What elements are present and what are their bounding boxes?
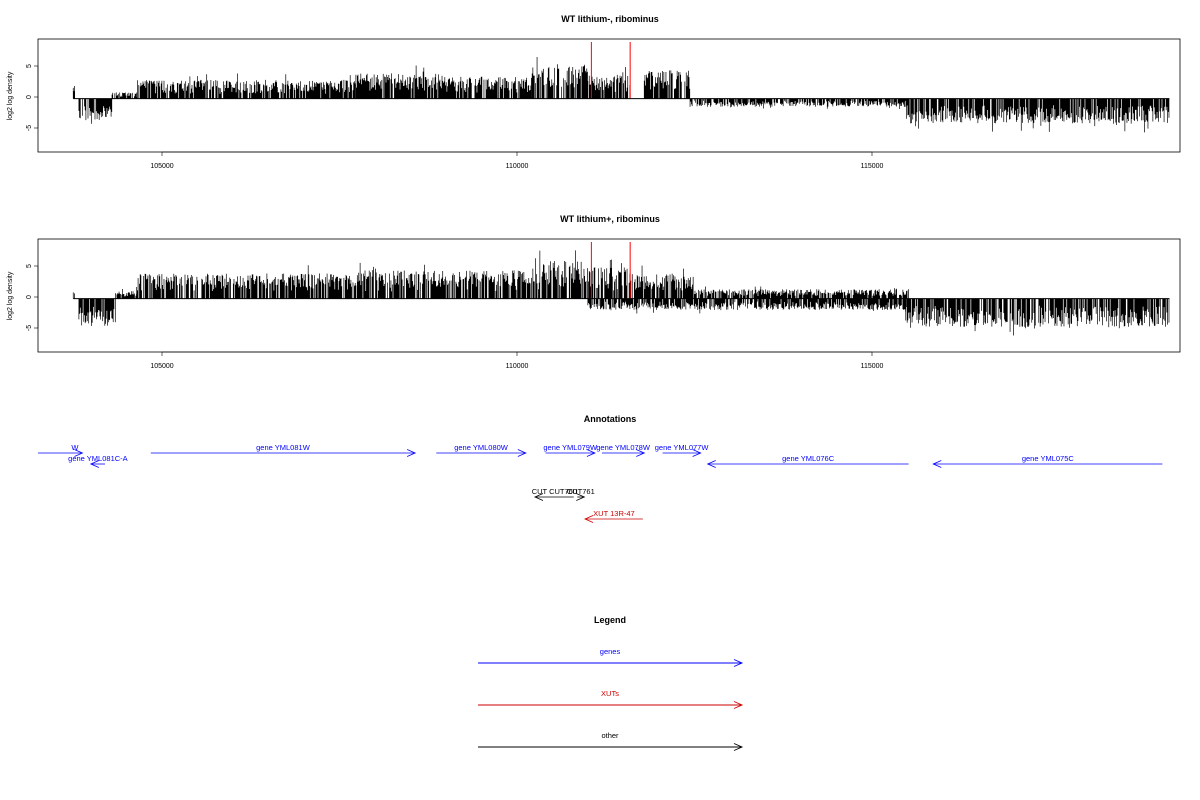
signal-bar-group — [72, 292, 75, 299]
annotation-feature: gene YML081C-A — [68, 454, 128, 468]
annotations-title: Annotations — [584, 414, 637, 424]
annotation-feature: CUT761 — [567, 487, 595, 501]
x-tick-label: 110000 — [506, 163, 529, 170]
signal-bar-group — [111, 92, 137, 99]
annotation-label: gene YML078W — [596, 443, 651, 452]
x-tick-label: 105000 — [150, 363, 173, 370]
annotation-feature: CUT CUT760 — [532, 487, 577, 501]
annotation-label: W — [71, 443, 79, 452]
x-axis: 105000 110000 115000 — [150, 151, 884, 170]
annotation-label: gene YML081C-A — [68, 454, 127, 463]
legend-label: XUTs — [601, 689, 619, 698]
annotation-feature: gene YML081W — [150, 443, 417, 457]
x-tick-label: 115000 — [861, 363, 884, 370]
annotation-feature: gene YML078W — [596, 443, 651, 457]
annotation-feature: gene YML076C — [706, 454, 909, 468]
y-axis: 5 0 -5 log2 log density — [7, 64, 39, 131]
annotation-label: gene YML076C — [782, 454, 835, 463]
signal-bar-group — [72, 86, 75, 99]
legend-item-xut: XUTs — [478, 689, 744, 709]
signal-bar-group — [78, 98, 113, 124]
legend-label: other — [601, 731, 619, 740]
y-axis-label: log2 log density — [7, 71, 14, 120]
y-tick-label: 5 — [26, 264, 33, 268]
signal-bar-group — [587, 66, 631, 99]
panel-title: WT lithium-, ribominus — [561, 14, 659, 24]
signal-bar-group — [446, 270, 531, 299]
y-tick-label: 0 — [26, 95, 33, 99]
x-tick-label: 110000 — [506, 363, 529, 370]
legend-item-other: other — [478, 731, 744, 751]
y-tick-label: 5 — [26, 64, 33, 68]
signal-bar-group — [587, 298, 907, 314]
signal-bar-group — [904, 98, 1170, 133]
signal-bar-group — [115, 289, 137, 299]
annotation-feature: XUT 13R-47 — [584, 509, 643, 523]
signal-bar-group — [446, 76, 532, 99]
legend-item-gene: genes — [478, 647, 744, 667]
legend: Legend genes XUTs other — [478, 615, 744, 751]
marker-lines — [590, 42, 631, 99]
signal-bar-group — [588, 259, 631, 299]
y-tick-label: -5 — [26, 325, 33, 331]
signal-bar-group — [643, 70, 691, 99]
annotation-feature: gene YML075C — [932, 454, 1163, 468]
marker-lines — [590, 242, 631, 299]
annotation-label: gene YML079W — [543, 443, 598, 452]
signal-bar-group — [904, 298, 1170, 336]
y-tick-label: -5 — [26, 125, 33, 131]
legend-items: genes XUTs other — [478, 647, 744, 751]
y-axis-label: log2 log density — [7, 271, 14, 320]
signal-bars — [72, 250, 1170, 336]
annotation-label: gene YML077W — [655, 443, 710, 452]
annotation-feature: W — [38, 443, 84, 457]
x-axis: 105000 110000 115000 — [150, 351, 884, 370]
signal-bar-group — [689, 98, 909, 110]
annotation-feature: gene YML079W — [543, 443, 598, 457]
signal-bar-group — [136, 265, 356, 299]
signal-bar-group — [531, 250, 588, 299]
legend-label: genes — [600, 647, 621, 656]
y-axis: 5 0 -5 log2 log density — [7, 264, 39, 331]
signal-bar-group — [630, 265, 694, 299]
x-tick-label: 105000 — [150, 163, 173, 170]
signal-bar-group — [355, 65, 447, 99]
signal-bar-group — [136, 73, 356, 99]
annotation-label: XUT 13R-47 — [593, 509, 635, 518]
signal-bars — [72, 57, 1170, 133]
panel-title: WT lithium+, ribominus — [560, 214, 660, 224]
annotation-feature: gene YML077W — [655, 443, 710, 457]
annotation-label: gene YML081W — [256, 443, 311, 452]
legend-title: Legend — [594, 615, 626, 625]
signal-bar-group — [693, 286, 909, 299]
panel-lithium-plus: WT lithium+, ribominus 5 0 -5 log2 log d… — [7, 214, 1181, 370]
annotation-label: gene YML080W — [454, 443, 509, 452]
y-tick-label: 0 — [26, 295, 33, 299]
annotation-label: CUT CUT760 — [532, 487, 577, 496]
panel-lithium-minus: WT lithium-, ribominus 5 0 -5 log2 log d… — [7, 14, 1181, 170]
annotation-label: CUT761 — [567, 487, 595, 496]
signal-bar-group — [78, 298, 116, 326]
signal-bar-group — [531, 57, 588, 99]
annotation-feature: gene YML080W — [436, 443, 527, 457]
annotation-label: gene YML075C — [1022, 454, 1075, 463]
x-tick-label: 115000 — [861, 163, 884, 170]
signal-bar-group — [354, 262, 446, 299]
